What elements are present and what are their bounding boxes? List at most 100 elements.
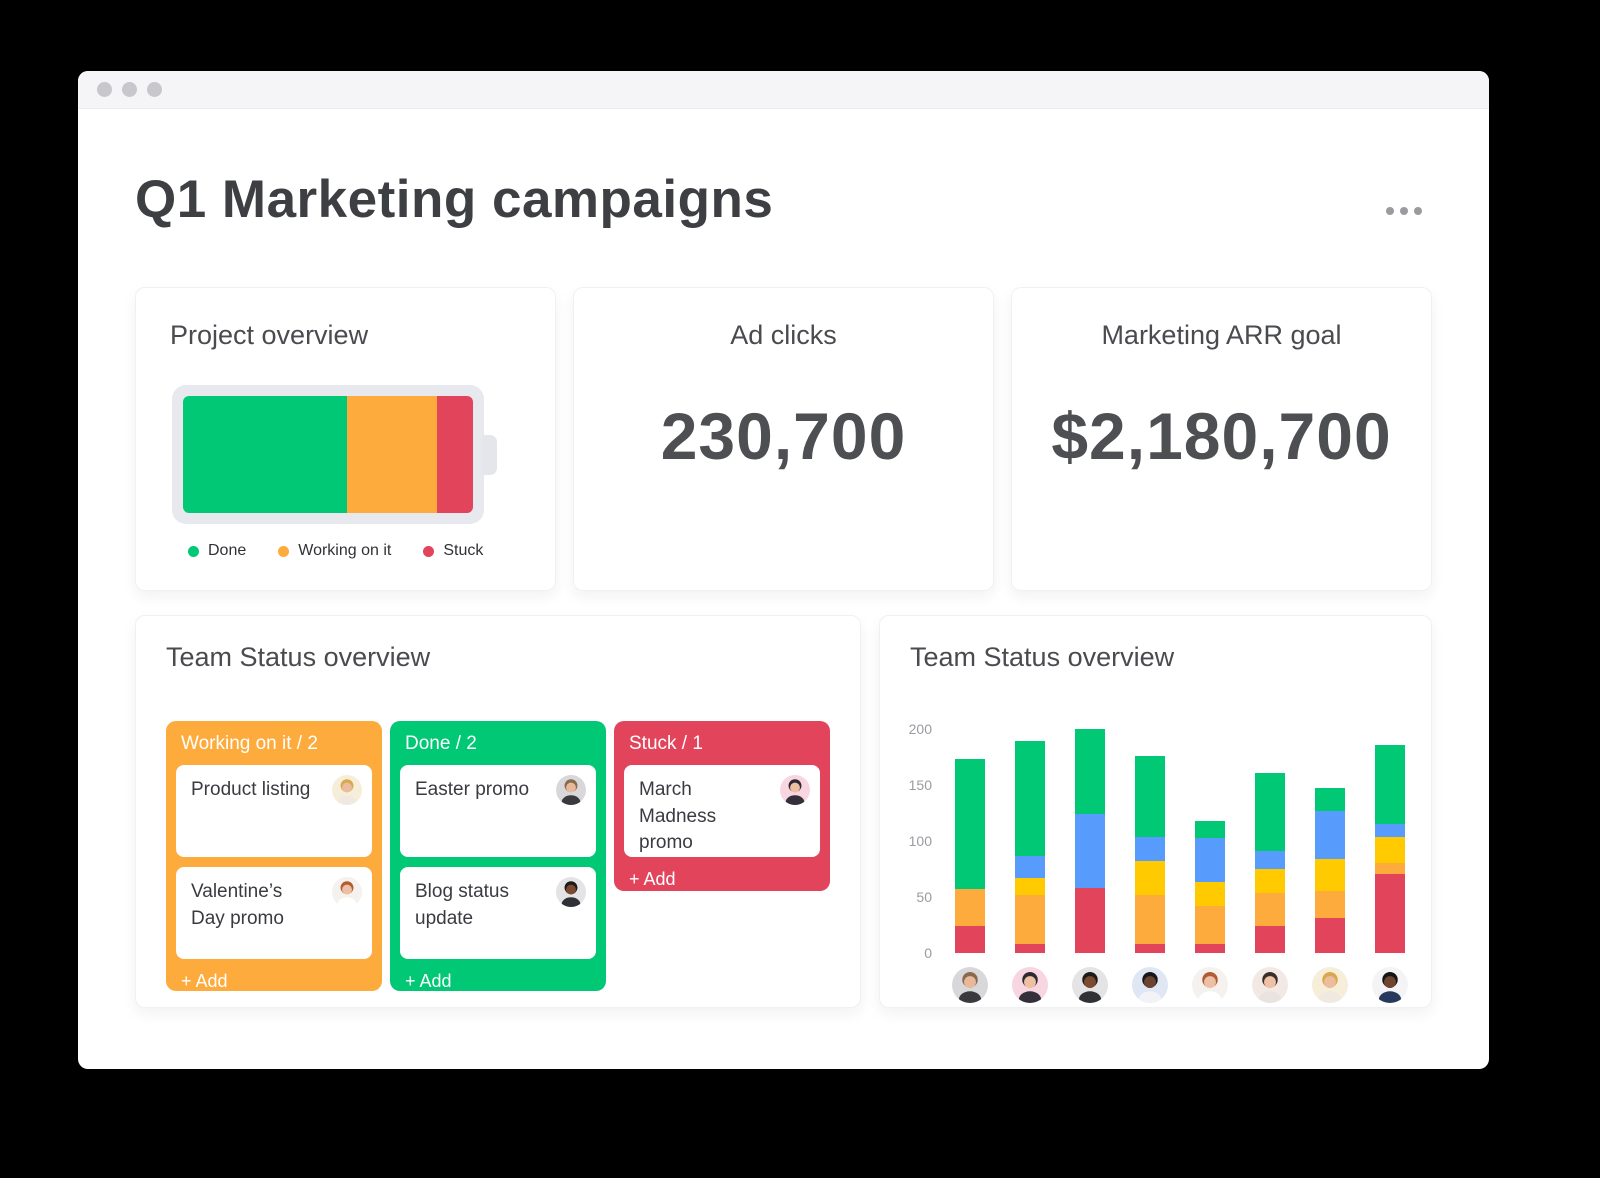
avatar-person-1 (556, 775, 586, 805)
bar-person-7 (1300, 729, 1360, 953)
kanban-column-done: Done / 2 Easter promo Blog status update + … (390, 721, 606, 991)
bar-segment-stuck (1015, 944, 1045, 953)
team-status-chart-card: Team Status overview 0 50 100 150 200 (879, 615, 1432, 1008)
avatar-person-1 (952, 967, 988, 1003)
bar-segment-working_on_it (1135, 894, 1165, 944)
ad-clicks-value: 230,700 (660, 399, 907, 473)
legend-dot-icon (278, 545, 290, 557)
kanban-item-card[interactable]: Valentine’s Day promo (176, 867, 372, 959)
bar-segment-status_blue (1255, 851, 1285, 870)
widget-title: Project overview (170, 320, 369, 350)
y-axis-tick-label: 200 (908, 721, 932, 737)
bar-segment-status_yellow (1375, 836, 1405, 864)
avatar-person-7 (332, 775, 362, 805)
bar-segment-done (1255, 772, 1285, 852)
kanban-item-text: March Madness promo (639, 779, 717, 854)
kanban-item-card[interactable]: Easter promo (400, 765, 596, 857)
bar-person-3 (1060, 729, 1120, 953)
bar-person-6 (1240, 729, 1300, 953)
kanban-item-text: Easter promo (415, 779, 530, 800)
legend-dot-icon (188, 545, 199, 557)
bar-segment-status_blue (1015, 855, 1045, 878)
bar-segment-stuck (955, 926, 985, 953)
bar-segment-status_blue (1075, 814, 1105, 888)
arr-goal-card: Marketing ARR goal $2,180,700 (1011, 287, 1432, 591)
kanban-item-card[interactable]: Product listing (176, 765, 372, 857)
kanban-add-button[interactable]: + Add (181, 971, 228, 991)
legend-label: Stuck (443, 542, 484, 559)
kanban-item-card[interactable]: March Madness promo (624, 765, 820, 857)
legend-dot-icon (423, 545, 435, 557)
battery-segment-stuck (436, 396, 473, 513)
battery-nub (482, 434, 497, 475)
kanban-add-button[interactable]: + Add (405, 971, 452, 991)
battery-segment-done (183, 396, 347, 513)
bar-person-8 (1360, 729, 1420, 953)
widget-title: Team Status overview (166, 642, 431, 672)
bar-segment-working_on_it (1195, 905, 1225, 944)
bar-segment-stuck (1315, 918, 1345, 953)
y-axis-tick-label: 0 (924, 945, 932, 961)
bar-segment-working_on_it (1375, 863, 1405, 874)
bar-segment-stuck (1135, 944, 1165, 953)
legend-item: Done (188, 542, 246, 560)
bar-person-5 (1180, 729, 1240, 953)
chart-avatar-cell (1300, 967, 1360, 1003)
arr-goal-value: $2,180,700 (1051, 399, 1392, 473)
app-window: Q1 Marketing campaigns Project overview … (78, 71, 1489, 1069)
bar-segment-stuck (1075, 888, 1105, 953)
avatar-person-2 (1012, 967, 1048, 1003)
legend-item: Working on it (278, 542, 391, 560)
kanban-add-button[interactable]: + Add (629, 869, 676, 889)
bar-segment-stuck (1255, 926, 1285, 953)
chart-avatar-cell (1180, 967, 1240, 1003)
team-status-kanban-card: Team Status overview Working on it / 2 Pr… (135, 615, 861, 1008)
bar-segment-working_on_it (1315, 891, 1345, 919)
bar-segment-status_blue (1195, 837, 1225, 883)
chart-avatar-cell (1000, 967, 1060, 1003)
legend-item: Stuck (423, 542, 483, 560)
bar-segment-working_on_it (955, 889, 985, 927)
bar-segment-stuck (1375, 873, 1405, 953)
kanban-column-header: Done / 2 (405, 733, 477, 754)
avatar-person-4 (1132, 967, 1168, 1003)
battery-chart (172, 385, 497, 524)
kanban-column-header: Stuck / 1 (629, 733, 703, 754)
project-overview-card: Project overview Done Working on it Stuck (135, 287, 556, 591)
avatar-person-2 (780, 775, 810, 805)
ellipsis-menu-icon[interactable] (1380, 201, 1428, 221)
bar-segment-done (955, 759, 985, 890)
bar-segment-status_yellow (1135, 861, 1165, 895)
bar-person-1 (940, 729, 1000, 953)
bar-segment-stuck (1195, 944, 1225, 953)
bar-segment-status_yellow (1315, 858, 1345, 892)
page-title: Q1 Marketing campaigns (135, 170, 774, 229)
dashboard-content: Q1 Marketing campaigns Project overview … (78, 169, 1489, 1008)
ad-clicks-card: Ad clicks 230,700 (573, 287, 994, 591)
avatar-person-6 (1252, 967, 1288, 1003)
stacked-bar-chart (940, 729, 1420, 953)
y-axis-tick-label: 50 (916, 889, 932, 905)
bar-segment-status_blue (1375, 824, 1405, 837)
kanban-item-text: Blog status update (415, 881, 509, 929)
kanban-column-header: Working on it / 2 (181, 733, 318, 754)
kanban-item-text: Valentine’s Day promo (191, 881, 284, 929)
widget-title: Ad clicks (730, 320, 837, 350)
bar-segment-done (1315, 788, 1345, 811)
top-widgets-row: Project overview Done Working on it Stuck … (135, 287, 1432, 591)
avatar-person-3 (556, 877, 586, 907)
avatar-person-8 (1372, 967, 1408, 1003)
chart-avatar-cell (940, 967, 1000, 1003)
window-control-dot (97, 82, 112, 97)
battery-segment-working-on-it (346, 396, 437, 513)
bar-segment-done (1375, 744, 1405, 825)
bar-segment-status_blue (1135, 836, 1165, 862)
chart-avatars-row (940, 967, 1420, 1003)
window-control-dot (147, 82, 162, 97)
bar-segment-working_on_it (1255, 892, 1285, 927)
kanban-item-card[interactable]: Blog status update (400, 867, 596, 959)
bottom-widgets-row: Team Status overview Working on it / 2 Pr… (135, 615, 1432, 1008)
bar-segment-status_yellow (1015, 877, 1045, 895)
page-header: Q1 Marketing campaigns (135, 169, 1432, 230)
bar-segment-status_blue (1315, 810, 1345, 859)
